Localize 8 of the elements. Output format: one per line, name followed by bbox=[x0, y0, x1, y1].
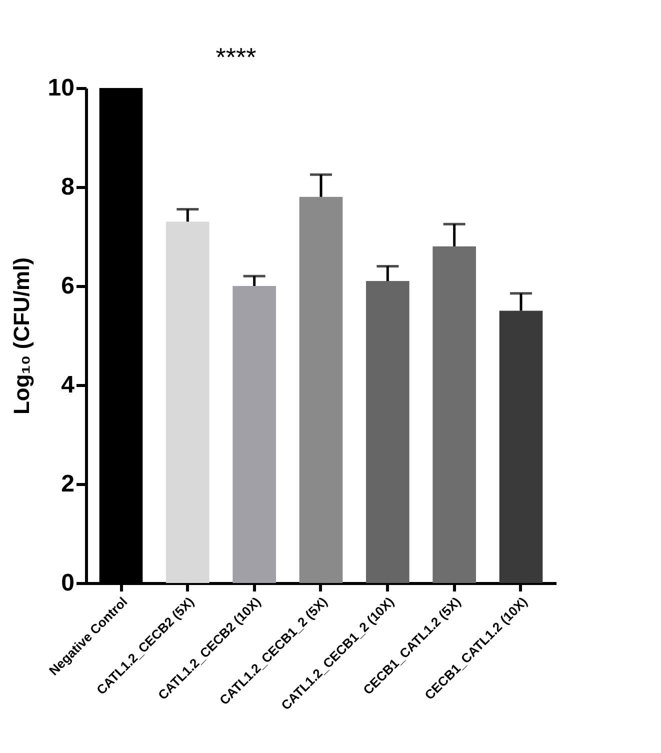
y-tick-label: 0 bbox=[61, 570, 74, 596]
y-tick-label: 8 bbox=[61, 174, 74, 200]
y-tick-label: 4 bbox=[61, 372, 76, 398]
y-axis-title: Log₁₀ (CFU/ml) bbox=[8, 257, 34, 415]
y-tick-label: 6 bbox=[61, 272, 74, 300]
text: **** bbox=[216, 42, 256, 72]
y-tick-label: 10 bbox=[48, 74, 74, 102]
y-tick-label: 2 bbox=[61, 470, 74, 498]
